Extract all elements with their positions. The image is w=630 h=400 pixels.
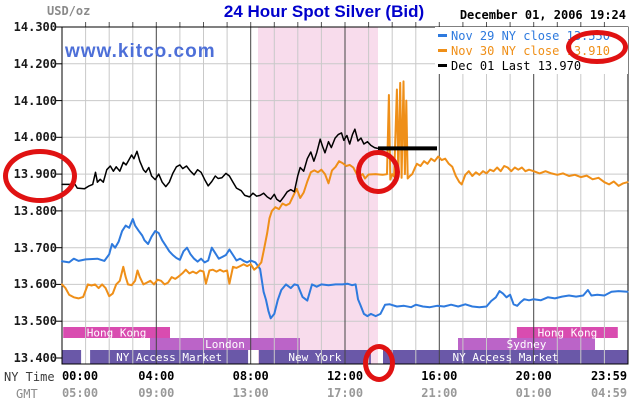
gmt-time-label-17:00: 17:00 <box>326 386 364 400</box>
session-band-hong-kong <box>516 327 618 338</box>
chart-title: 24 Hour Spot Silver (Bid) <box>223 2 425 21</box>
y-axis-label-13.400: 13.400 <box>13 351 57 365</box>
legend-swatch-dec01 <box>438 64 447 67</box>
legend-item-dec01: Dec 01 Last 13.970 <box>435 58 628 73</box>
gmt-time-label-01:00: 01:00 <box>515 386 552 400</box>
ny-time-label-00:00: 00:00 <box>61 369 99 383</box>
gmt-axis-label: GMT <box>16 387 38 400</box>
y-axis-label-13.500: 13.500 <box>13 314 57 329</box>
session-label-ny-access-market: NY Access Market <box>453 351 559 364</box>
session-band-ny-access-market <box>383 350 628 364</box>
session-band-hong-kong <box>63 327 171 338</box>
circle-session-gap <box>363 344 395 382</box>
circle-orange-plateau <box>356 150 400 194</box>
circle-yaxis-13900 <box>3 149 77 203</box>
session-label-sydney: Sydney <box>507 338 547 351</box>
y-axis-label-14.000: 14.000 <box>13 130 57 145</box>
session-band-ny-access-market <box>90 350 249 364</box>
ny-time-label-04:00: 04:00 <box>138 369 175 383</box>
circle-legend-13910 <box>566 30 628 64</box>
gmt-time-label-05:00: 05:00 <box>61 386 99 400</box>
session-label-ny-access-market: NY Access Market <box>116 351 222 364</box>
gmt-time-label-13:00: 13:00 <box>232 386 269 400</box>
series-nov30-line <box>61 80 629 300</box>
session-label-hong-kong: Hong Kong <box>87 327 147 340</box>
session-label-hong-kong: Hong Kong <box>538 327 598 340</box>
ny-time-label-12:00: 12:00 <box>326 369 364 383</box>
session-band-new-york <box>258 350 371 364</box>
session-label-new-york: New York <box>288 351 341 364</box>
ny-time-label-16:00: 16:00 <box>421 369 458 383</box>
kitco-watermark: www.kitco.com <box>65 41 216 62</box>
y-axis-unit-label: USD/oz <box>47 4 91 18</box>
session-band-gap <box>62 350 82 364</box>
gmt-time-label-04:59: 04:59 <box>590 386 628 400</box>
y-axis-label-13.600: 13.600 <box>13 277 57 292</box>
ny-time-label-23:59: 23:59 <box>590 369 628 383</box>
ny-time-label-08:00: 08:00 <box>232 369 269 383</box>
gmt-time-label-21:00: 21:00 <box>421 386 458 400</box>
chart-datetime: December 01, 2006 19:24 <box>459 8 626 22</box>
legend-swatch-nov29 <box>438 34 447 37</box>
session-band-london <box>150 338 300 350</box>
gmt-time-label-09:00: 09:00 <box>138 386 175 400</box>
y-axis-label-14.200: 14.200 <box>13 56 57 71</box>
series-nov29-line <box>61 218 629 320</box>
y-axis-label-13.800: 13.800 <box>13 203 57 218</box>
y-axis-label-14.300: 14.300 <box>13 20 57 34</box>
ny-session-shading <box>258 27 378 364</box>
session-label-london: London <box>205 338 245 351</box>
session-band-sydney <box>458 338 595 350</box>
series-dec01-line <box>61 128 379 203</box>
legend-label-dec01: Dec 01 Last 13.970 <box>451 58 582 73</box>
y-axis-label-14.100: 14.100 <box>13 93 57 108</box>
y-axis-label-13.700: 13.700 <box>13 240 57 255</box>
ny-time-label-20:00: 20:00 <box>515 369 552 383</box>
ny-time-axis-label: NY Time <box>4 370 55 384</box>
legend-swatch-nov30 <box>438 49 447 52</box>
